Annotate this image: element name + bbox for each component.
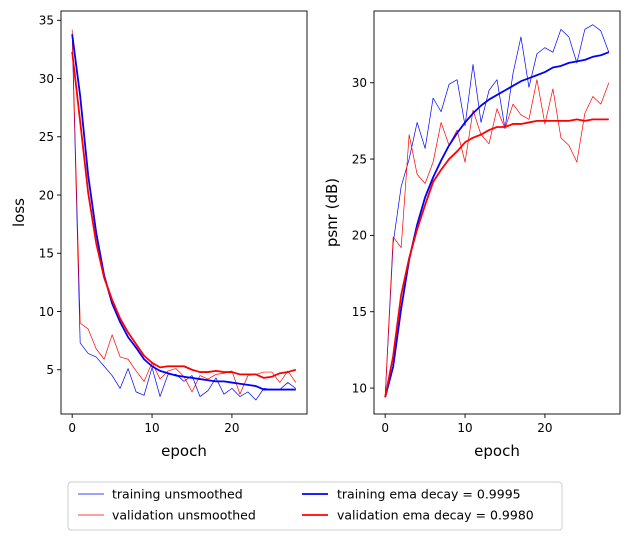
psnr-line-training-ema — [384, 51, 610, 398]
loss-y-tick-label: 25 — [39, 130, 54, 144]
legend-label-validation-unsmoothed: validation unsmoothed — [112, 508, 256, 523]
loss-y-tick-label: 20 — [39, 188, 54, 202]
psnr-y-axis-label: psnr (dB) — [323, 178, 341, 247]
psnr-line-validation-ema — [384, 118, 609, 398]
psnr-y-tick-label: 30 — [352, 76, 367, 90]
loss-chart: 0 10 20 5 10 15 20 25 30 35 epoch loss — [10, 10, 308, 460]
psnr-y-tick-label: 10 — [352, 381, 367, 395]
psnr-x-tick-label: 0 — [381, 421, 389, 435]
loss-axes-frame — [60, 10, 308, 415]
loss-x-tick-label: 20 — [224, 421, 239, 435]
loss-y-tick-label: 10 — [39, 305, 54, 319]
legend-label-training-ema: training ema decay = 0.9995 — [337, 487, 521, 502]
psnr-y-tick-label: 20 — [352, 229, 367, 243]
psnr-axes-frame — [373, 10, 621, 415]
loss-y-axis-label: loss — [10, 198, 28, 227]
psnr-line-training-unsmoothed — [384, 24, 610, 398]
psnr-chart: 0 10 20 10 15 20 25 30 epoch psnr (dB) — [323, 10, 621, 460]
psnr-y-tick-label: 15 — [352, 305, 367, 319]
loss-x-tick-label: 10 — [144, 421, 159, 435]
psnr-x-tick-label: 20 — [537, 421, 552, 435]
legend-label-training-unsmoothed: training unsmoothed — [112, 487, 243, 502]
loss-line-training-unsmoothed — [71, 34, 297, 401]
loss-x-axis-label: epoch — [161, 442, 207, 460]
loss-x-tick-label: 0 — [68, 421, 76, 435]
psnr-line-validation-unsmoothed — [384, 79, 610, 396]
legend: training unsmoothed validation unsmoothe… — [67, 481, 563, 531]
loss-line-validation-unsmoothed — [71, 29, 297, 395]
loss-y-tick-label: 15 — [39, 247, 54, 261]
loss-line-validation-ema — [71, 51, 297, 379]
psnr-y-tick-label: 25 — [352, 152, 367, 166]
loss-y-tick-label: 30 — [39, 72, 54, 86]
legend-label-validation-ema: validation ema decay = 0.9980 — [337, 508, 534, 523]
loss-y-tick-label: 35 — [39, 14, 54, 28]
loss-y-tick-label: 5 — [46, 363, 54, 377]
psnr-x-axis-label: epoch — [474, 442, 520, 460]
loss-line-training-ema — [71, 34, 296, 391]
psnr-x-tick-label: 10 — [457, 421, 472, 435]
legend-frame — [67, 481, 563, 531]
